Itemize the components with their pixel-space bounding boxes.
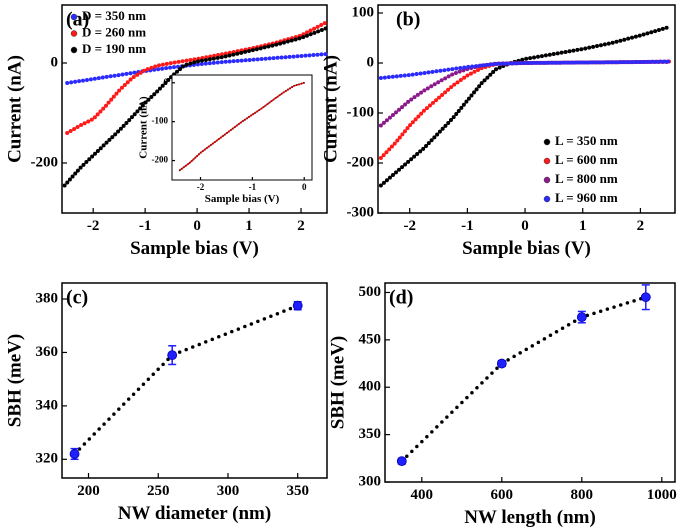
marker	[640, 292, 651, 303]
legend-label: L = 350 nm	[555, 133, 618, 148]
y-tick-label: 0	[367, 54, 375, 70]
y-tick-label: -300	[347, 204, 375, 220]
x-tick-label: 0	[302, 182, 307, 192]
x-tick-label: -1	[249, 182, 257, 192]
x-tick-label: 0	[521, 218, 529, 234]
legend-label: D = 260 nm	[82, 24, 146, 39]
data-line	[65, 52, 329, 85]
legend-label: L = 600 nm	[555, 152, 618, 167]
panel-label: (a)	[66, 9, 89, 31]
legend-marker	[543, 176, 551, 184]
y-tick-label: -100	[152, 116, 169, 126]
y-axis-label: SBH (meV)	[327, 336, 348, 429]
legend-marker	[543, 195, 551, 203]
x-tick-label: -1	[139, 218, 152, 234]
y-tick-label: 380	[36, 290, 59, 306]
x-axis-label: Sample bias (V)	[462, 238, 591, 259]
marker	[292, 300, 303, 311]
marker	[396, 456, 407, 467]
x-tick-label: 350	[286, 483, 309, 499]
x-axis-label: Sample bias (V)	[130, 238, 259, 259]
marker	[167, 350, 178, 361]
legend-marker	[70, 13, 78, 21]
y-tick-label: 360	[36, 344, 59, 360]
y-tick-label: 400	[359, 379, 382, 395]
plot-frame	[384, 282, 676, 483]
y-tick-label: 450	[359, 331, 382, 347]
connector-line	[400, 295, 648, 463]
x-tick-label: 2	[297, 218, 305, 234]
legend-marker	[543, 138, 551, 146]
x-tick-label: 400	[411, 487, 434, 503]
x-axis-label: Sample bias (V)	[205, 193, 280, 205]
y-axis-label: Current (nA)	[4, 55, 25, 163]
legend-marker	[70, 30, 78, 37]
x-tick-label: 1	[579, 218, 587, 234]
y-tick-label: -200	[347, 154, 375, 170]
marker	[69, 449, 80, 459]
y-tick-label: 0	[164, 77, 169, 87]
y-axis-label: SBH (meV)	[4, 334, 25, 427]
y-tick-label: 0	[51, 54, 59, 70]
x-axis-label: NW length (nm)	[464, 507, 596, 528]
x-axis-label: NW diameter (nm)	[118, 503, 271, 524]
plot-frame	[61, 282, 328, 479]
legend-marker	[543, 157, 551, 165]
panel-label: (c)	[66, 287, 88, 309]
x-tick-label: 600	[491, 487, 514, 503]
x-tick-label: 2	[637, 218, 645, 234]
x-tick-label: -1	[461, 218, 474, 234]
y-axis-label: Current (nA)	[320, 55, 341, 163]
y-tick-label: 500	[359, 284, 382, 300]
y-tick-label: 350	[359, 426, 382, 442]
x-tick-label: -2	[87, 218, 100, 234]
panel-label: (d)	[389, 287, 413, 309]
x-tick-label: 1	[245, 218, 253, 234]
data-line	[179, 82, 305, 171]
data-line	[378, 25, 672, 188]
legend-label: D = 190 nm	[82, 41, 146, 56]
legend-marker	[70, 46, 78, 54]
y-axis-label: Current (nA)	[138, 96, 150, 159]
y-tick-label: 100	[352, 4, 375, 20]
x-tick-label: 1000	[647, 487, 677, 503]
y-tick-label: 300	[359, 473, 382, 489]
data-line	[62, 26, 329, 188]
legend-label: L = 960 nm	[555, 190, 618, 205]
plot-frame	[171, 74, 313, 181]
x-tick-label: 250	[147, 483, 170, 499]
y-tick-label: -100	[347, 104, 375, 120]
x-tick-label: 800	[571, 487, 594, 503]
marker	[576, 312, 587, 323]
panel-label: (b)	[396, 9, 420, 31]
x-tick-label: 300	[217, 483, 240, 499]
marker	[496, 358, 507, 369]
legend-label: L = 800 nm	[555, 171, 618, 186]
x-tick-label: 0	[193, 218, 201, 234]
y-tick-label: 320	[36, 451, 59, 467]
x-tick-label: -2	[197, 182, 205, 192]
y-tick-label: -200	[31, 154, 59, 170]
data-line	[65, 20, 329, 135]
x-tick-label: 200	[77, 483, 100, 499]
legend-label: D = 350 nm	[82, 8, 146, 23]
x-tick-label: -2	[403, 218, 416, 234]
data-line	[378, 59, 672, 80]
plot-frame	[377, 4, 676, 214]
y-tick-label: -200	[152, 155, 169, 165]
y-tick-label: 340	[36, 397, 59, 413]
